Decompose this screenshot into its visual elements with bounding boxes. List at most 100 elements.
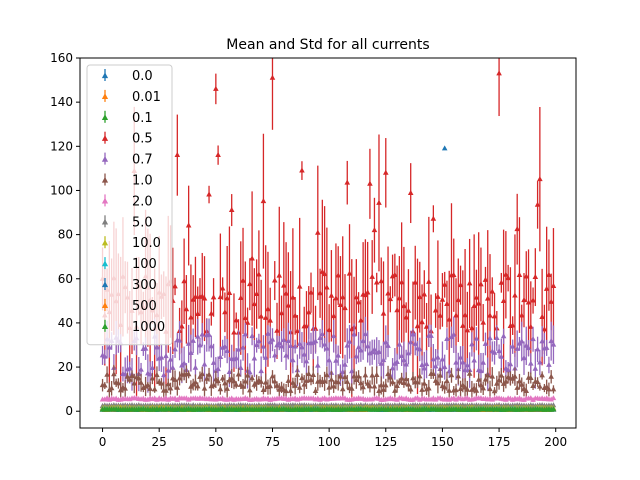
data-point bbox=[281, 282, 287, 288]
data-point bbox=[410, 331, 416, 337]
data-point bbox=[235, 346, 242, 352]
data-point bbox=[342, 373, 348, 380]
data-point bbox=[188, 314, 194, 320]
data-point bbox=[509, 322, 516, 328]
data-point bbox=[530, 396, 536, 402]
data-point bbox=[441, 363, 448, 370]
data-point bbox=[496, 347, 502, 354]
data-point bbox=[525, 345, 532, 351]
data-point bbox=[256, 271, 262, 277]
data-point bbox=[194, 310, 201, 316]
data-point bbox=[262, 314, 269, 320]
data-point bbox=[371, 226, 378, 233]
data-point bbox=[167, 356, 174, 362]
data-point bbox=[528, 323, 534, 329]
data-point bbox=[371, 346, 378, 352]
data-point bbox=[170, 364, 176, 370]
data-point bbox=[154, 396, 160, 402]
data-point bbox=[385, 342, 391, 348]
data-point bbox=[367, 180, 373, 186]
data-point bbox=[480, 319, 486, 325]
data-point bbox=[247, 280, 253, 287]
data-point bbox=[181, 278, 187, 284]
data-point bbox=[523, 387, 530, 394]
data-point bbox=[194, 333, 201, 339]
data-point bbox=[260, 343, 267, 349]
data-point bbox=[455, 373, 462, 379]
data-point bbox=[319, 330, 326, 337]
data-point bbox=[550, 386, 557, 392]
data-point bbox=[240, 344, 246, 350]
data-point bbox=[435, 380, 441, 386]
data-point bbox=[349, 385, 355, 391]
data-point bbox=[546, 271, 552, 278]
data-point bbox=[539, 313, 545, 320]
data-point bbox=[222, 309, 228, 315]
data-point bbox=[349, 368, 355, 374]
data-point bbox=[194, 383, 201, 389]
data-point bbox=[414, 323, 421, 329]
data-point bbox=[494, 334, 500, 340]
data-point bbox=[423, 323, 430, 329]
data-point bbox=[484, 295, 491, 301]
data-point bbox=[276, 272, 283, 278]
data-point bbox=[174, 151, 181, 158]
data-point bbox=[292, 343, 298, 349]
data-point bbox=[149, 375, 156, 381]
data-point bbox=[106, 344, 113, 350]
data-point bbox=[512, 292, 518, 298]
data-point bbox=[392, 387, 398, 393]
data-point bbox=[283, 290, 289, 296]
data-point bbox=[351, 331, 357, 337]
data-point bbox=[525, 299, 532, 305]
data-point bbox=[242, 314, 249, 321]
data-point bbox=[523, 273, 530, 279]
data-point bbox=[321, 341, 328, 347]
data-point bbox=[475, 300, 482, 306]
data-point bbox=[308, 289, 314, 295]
data-point bbox=[285, 302, 292, 308]
data-point bbox=[136, 375, 142, 381]
data-point bbox=[405, 381, 412, 387]
data-point bbox=[426, 278, 432, 284]
data-point bbox=[455, 297, 462, 303]
data-point bbox=[165, 381, 172, 387]
data-point bbox=[353, 294, 360, 300]
data-point bbox=[516, 271, 523, 277]
data-point bbox=[296, 340, 303, 346]
data-point bbox=[242, 378, 249, 384]
data-point bbox=[344, 378, 351, 384]
data-point bbox=[344, 179, 351, 185]
data-point bbox=[446, 316, 453, 322]
data-point bbox=[435, 354, 441, 360]
data-point bbox=[407, 189, 414, 196]
data-point bbox=[185, 371, 192, 377]
data-point bbox=[466, 366, 473, 373]
data-point bbox=[278, 343, 285, 349]
data-point bbox=[462, 367, 468, 373]
data-point bbox=[464, 327, 471, 333]
data-point bbox=[285, 337, 292, 343]
data-point bbox=[335, 272, 341, 278]
data-point bbox=[267, 383, 274, 389]
data-point bbox=[326, 384, 332, 390]
data-point bbox=[518, 312, 525, 318]
data-point bbox=[328, 376, 335, 382]
data-point bbox=[199, 370, 206, 377]
data-point bbox=[534, 346, 541, 352]
data-point bbox=[253, 341, 260, 348]
data-point bbox=[104, 371, 110, 377]
data-point bbox=[432, 363, 439, 369]
data-point bbox=[301, 381, 307, 387]
data-point bbox=[215, 151, 221, 158]
data-point bbox=[503, 271, 509, 277]
data-point bbox=[208, 310, 215, 316]
data-point bbox=[292, 312, 298, 318]
data-point bbox=[260, 197, 267, 204]
data-point bbox=[401, 357, 407, 363]
data-point bbox=[299, 344, 305, 350]
data-point bbox=[358, 380, 364, 386]
data-point bbox=[482, 276, 489, 282]
data-point bbox=[299, 167, 305, 173]
